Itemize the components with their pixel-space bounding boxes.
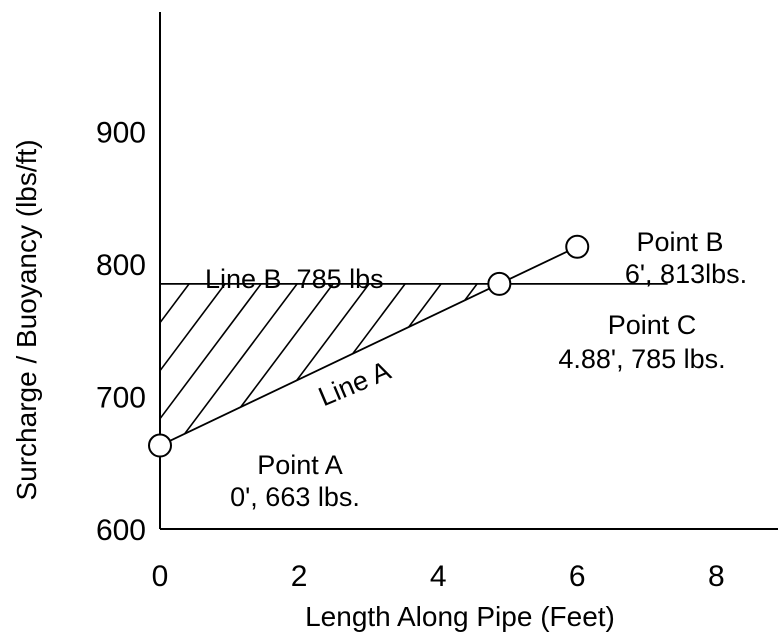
x-axis-title: Length Along Pipe (Feet) — [305, 601, 615, 632]
line-b-label: Line B 785 lbs — [205, 264, 384, 294]
hatch-line — [160, 283, 397, 446]
point-b-value: 6', 813lbs. — [625, 259, 747, 289]
y-axis-title: Surcharge / Buoyancy (lbs/ft) — [11, 139, 42, 500]
point-a-value: 0', 663 lbs. — [230, 482, 360, 512]
x-tick-label: 6 — [569, 560, 586, 593]
x-tick-label: 0 — [152, 560, 169, 593]
y-tick-label: 600 — [96, 514, 146, 547]
hatch-line — [160, 283, 361, 446]
point-a-marker — [148, 433, 172, 458]
line-a-label: Line A — [314, 355, 395, 412]
point-c-value: 4.88', 785 lbs. — [558, 344, 725, 374]
x-tick-label: 8 — [708, 560, 725, 593]
hatch-line — [311, 283, 500, 446]
point-c-marker — [487, 271, 512, 296]
point-a-name: Point A — [257, 450, 343, 480]
y-tick-label: 700 — [96, 382, 146, 415]
hatch-line — [347, 283, 500, 446]
hatch-line — [160, 283, 433, 446]
point-c-name: Point C — [608, 310, 697, 340]
y-tick-labels: 600 700 800 900 — [96, 117, 146, 548]
point-b-name: Point B — [636, 227, 723, 257]
y-tick-label: 800 — [96, 249, 146, 282]
y-tick-label: 900 — [96, 117, 146, 150]
x-tick-labels: 0 2 4 6 8 — [152, 560, 725, 593]
hatch-line — [167, 283, 469, 446]
hatch-line — [160, 283, 325, 446]
x-tick-label: 4 — [430, 560, 447, 593]
x-tick-label: 2 — [291, 560, 308, 593]
hatch-line — [239, 283, 500, 446]
point-b-marker — [565, 234, 590, 259]
